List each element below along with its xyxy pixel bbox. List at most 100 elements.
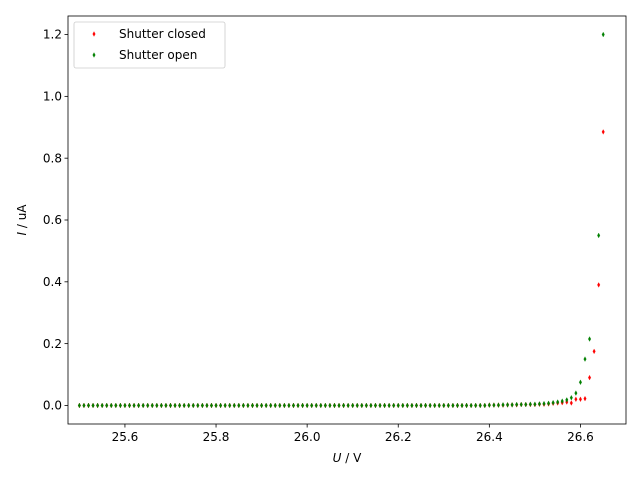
data-point bbox=[355, 402, 359, 409]
data-point bbox=[196, 402, 200, 409]
data-point bbox=[219, 402, 223, 409]
data-point bbox=[451, 402, 455, 409]
data-point bbox=[560, 398, 564, 404]
data-point bbox=[542, 400, 546, 407]
data-point bbox=[269, 402, 273, 409]
data-point bbox=[496, 402, 500, 408]
data-point bbox=[182, 402, 186, 409]
data-point bbox=[232, 402, 236, 409]
data-point bbox=[255, 402, 259, 409]
data-point bbox=[264, 402, 268, 409]
data-point bbox=[556, 399, 560, 405]
data-point bbox=[601, 31, 605, 38]
data-point bbox=[342, 402, 346, 409]
data-point bbox=[446, 402, 450, 409]
data-point bbox=[228, 402, 232, 409]
data-point bbox=[187, 402, 191, 409]
data-point bbox=[260, 402, 264, 409]
data-point bbox=[150, 402, 154, 409]
legend-frame bbox=[73, 21, 226, 69]
data-point bbox=[118, 402, 122, 409]
data-point bbox=[282, 402, 286, 409]
data-point bbox=[169, 402, 172, 409]
data-point bbox=[210, 402, 213, 409]
data-point bbox=[387, 402, 391, 409]
data-point bbox=[515, 401, 519, 408]
series-shutter-open bbox=[77, 31, 605, 409]
data-point bbox=[460, 402, 464, 409]
x-axis-ticks: 25.6 25.8 26.0 26.2 26.4 26.6 bbox=[112, 424, 594, 444]
data-point bbox=[141, 402, 145, 409]
data-point bbox=[442, 402, 446, 409]
data-point bbox=[396, 402, 400, 409]
y-tick-label: 1.0 bbox=[43, 90, 62, 104]
data-point bbox=[369, 402, 373, 409]
data-point bbox=[328, 402, 332, 409]
data-point bbox=[191, 402, 195, 409]
data-point bbox=[82, 402, 86, 409]
data-point bbox=[478, 402, 482, 409]
legend-marker bbox=[92, 52, 96, 58]
data-point bbox=[91, 402, 95, 409]
data-point bbox=[251, 402, 254, 409]
data-point bbox=[428, 402, 432, 409]
data-point bbox=[474, 402, 478, 409]
data-point bbox=[314, 402, 318, 409]
data-point bbox=[364, 402, 368, 409]
data-point bbox=[524, 401, 528, 408]
y-tick-label: 0.0 bbox=[43, 399, 62, 413]
data-point bbox=[578, 379, 582, 385]
data-point bbox=[105, 402, 109, 409]
data-point bbox=[155, 402, 159, 409]
data-point bbox=[383, 402, 387, 409]
data-point bbox=[405, 402, 409, 409]
data-point bbox=[109, 402, 113, 409]
data-point bbox=[223, 402, 227, 409]
data-point bbox=[597, 232, 601, 239]
data-point bbox=[360, 402, 364, 409]
x-axis-label: U / V bbox=[333, 451, 362, 465]
data-point bbox=[200, 402, 204, 409]
data-point bbox=[437, 402, 441, 409]
data-point bbox=[547, 400, 551, 407]
data-point bbox=[132, 402, 136, 409]
data-point bbox=[87, 402, 90, 409]
data-point bbox=[128, 402, 131, 409]
data-points bbox=[77, 31, 605, 409]
data-point bbox=[292, 402, 295, 409]
data-point bbox=[433, 402, 437, 409]
data-point bbox=[487, 402, 491, 408]
data-point bbox=[465, 402, 469, 409]
data-point bbox=[574, 396, 578, 402]
legend-marker bbox=[92, 31, 96, 37]
data-point bbox=[77, 402, 81, 409]
data-point bbox=[146, 402, 150, 409]
data-point bbox=[569, 395, 573, 401]
x-tick-label: 26.0 bbox=[294, 430, 321, 444]
data-point bbox=[528, 401, 532, 407]
data-point bbox=[333, 402, 336, 409]
data-point bbox=[533, 401, 537, 407]
data-point bbox=[373, 402, 377, 409]
data-point bbox=[164, 402, 168, 409]
x-tick-label: 26.6 bbox=[567, 430, 594, 444]
data-point bbox=[392, 402, 396, 409]
data-point bbox=[419, 402, 423, 409]
data-point bbox=[351, 402, 355, 409]
data-point bbox=[519, 401, 523, 408]
data-point bbox=[492, 402, 496, 408]
data-point bbox=[323, 402, 327, 409]
x-tick-label: 25.8 bbox=[203, 430, 230, 444]
data-point bbox=[592, 348, 596, 355]
data-point bbox=[214, 402, 218, 409]
data-point bbox=[537, 401, 541, 407]
data-point bbox=[414, 402, 418, 409]
y-tick-label: 0.6 bbox=[43, 213, 62, 227]
data-point bbox=[137, 402, 141, 409]
y-axis-label: I / uA bbox=[15, 204, 29, 236]
y-tick-label: 0.2 bbox=[43, 337, 62, 351]
data-point bbox=[424, 402, 428, 409]
data-point bbox=[569, 400, 573, 406]
